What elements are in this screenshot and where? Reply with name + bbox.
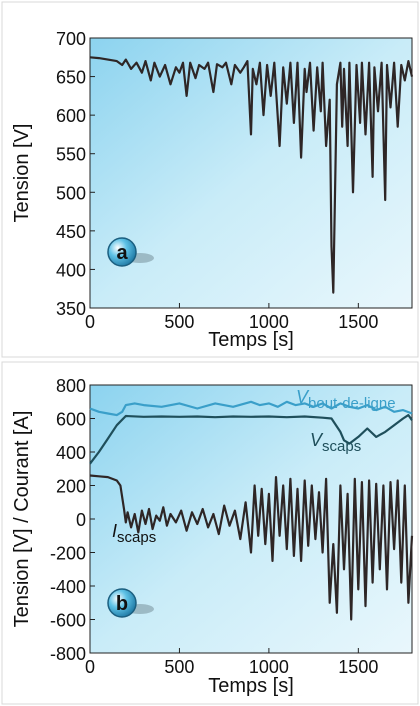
panel-b-x-tick-label-2: 1000 bbox=[249, 657, 289, 677]
panel-a-letter: a bbox=[116, 242, 128, 264]
panel-a-y-axis-label: Tension [V] bbox=[11, 124, 33, 223]
panel-b-badge: b bbox=[107, 588, 154, 618]
legend-v-scaps-main: V bbox=[310, 430, 324, 450]
panel-b-y-tick-label-4: 0 bbox=[76, 510, 86, 530]
panel-a-x-tick-label-1: 500 bbox=[164, 312, 194, 332]
legend-v-scaps-sub: scaps bbox=[322, 438, 361, 455]
panel-b-y-tick-label-5: 200 bbox=[56, 477, 86, 497]
panel-a-y-tick-label-2: 450 bbox=[56, 222, 86, 242]
panel-b-letter: b bbox=[116, 593, 128, 615]
panel-a-y-ticks: 350 400 450 500 550 600 650 700 bbox=[56, 29, 95, 319]
panel-b-x-ticks: 0 500 1000 1500 bbox=[85, 648, 378, 677]
panel-b: -800 -600 -400 -200 0 200 400 600 800 0 500 1000 15… bbox=[1, 361, 419, 705]
panel-b-x-tick-label-3: 1500 bbox=[338, 657, 378, 677]
legend-v-scaps: Vscaps bbox=[310, 430, 361, 455]
panel-a-y-tick-label-0: 350 bbox=[56, 299, 86, 319]
panel-a-y-tick-label-3: 500 bbox=[56, 183, 86, 203]
panel-a-x-tick-label-3: 1500 bbox=[338, 312, 378, 332]
panel-a-x-ticks: 0 500 1000 1500 bbox=[85, 303, 378, 332]
panel-b-y-tick-label-8: 800 bbox=[56, 376, 86, 396]
panel-b-x-axis-label: Temps [s] bbox=[208, 675, 294, 697]
legend-i-scaps: Iscaps bbox=[112, 521, 156, 546]
panel-a-y-tick-label-4: 550 bbox=[56, 145, 86, 165]
legend-v-bout-de-ligne: Vbout-de-ligne bbox=[296, 387, 396, 412]
panel-a-x-tick-label-2: 1000 bbox=[249, 312, 289, 332]
panel-b-y-tick-label-1: -600 bbox=[50, 611, 86, 631]
legend-v-bout-de-ligne-main: V bbox=[296, 387, 310, 407]
legend-i-scaps-main: I bbox=[112, 521, 117, 541]
panel-a-x-tick-label-0: 0 bbox=[85, 312, 95, 332]
panel-a-series-line-0 bbox=[89, 56, 414, 294]
panel-b-y-ticks: -800 -600 -400 -200 0 200 400 600 800 bbox=[50, 376, 95, 664]
panel-a-y-tick-label-7: 700 bbox=[56, 29, 86, 49]
panel-a-series bbox=[89, 56, 414, 294]
panel-a-x-axis-label: Temps [s] bbox=[208, 329, 294, 351]
panel-b-series-line-1 bbox=[89, 414, 413, 465]
legend-v-bout-de-ligne-sub: bout-de-ligne bbox=[308, 395, 396, 412]
panel-b-series bbox=[89, 400, 414, 621]
panel-a-badge: a bbox=[107, 237, 154, 267]
panel-b-y-tick-label-6: 400 bbox=[56, 443, 86, 463]
panel-a: 350 400 450 500 550 600 650 700 0 500 1000 1500 Te… bbox=[1, 1, 419, 358]
panel-b-y-tick-label-3: -200 bbox=[50, 544, 86, 564]
panel-a-y-tick-label-6: 650 bbox=[56, 68, 86, 88]
panel-b-series-line-2 bbox=[89, 474, 414, 621]
panel-a-y-tick-label-5: 600 bbox=[56, 106, 86, 126]
panel-b-y-tick-label-2: -400 bbox=[50, 577, 86, 597]
panel-a-y-tick-label-1: 400 bbox=[56, 260, 86, 280]
panel-b-y-tick-label-7: 600 bbox=[56, 410, 86, 430]
panel-b-x-tick-label-1: 500 bbox=[164, 657, 194, 677]
panel-b-series-line-0 bbox=[89, 400, 413, 417]
legend-i-scaps-sub: scaps bbox=[117, 529, 156, 546]
panel-b-x-tick-label-0: 0 bbox=[85, 657, 95, 677]
panel-b-y-tick-label-0: -800 bbox=[50, 644, 86, 664]
panel-b-y-axis-label: Tension [V] / Courant [A] bbox=[11, 411, 33, 628]
